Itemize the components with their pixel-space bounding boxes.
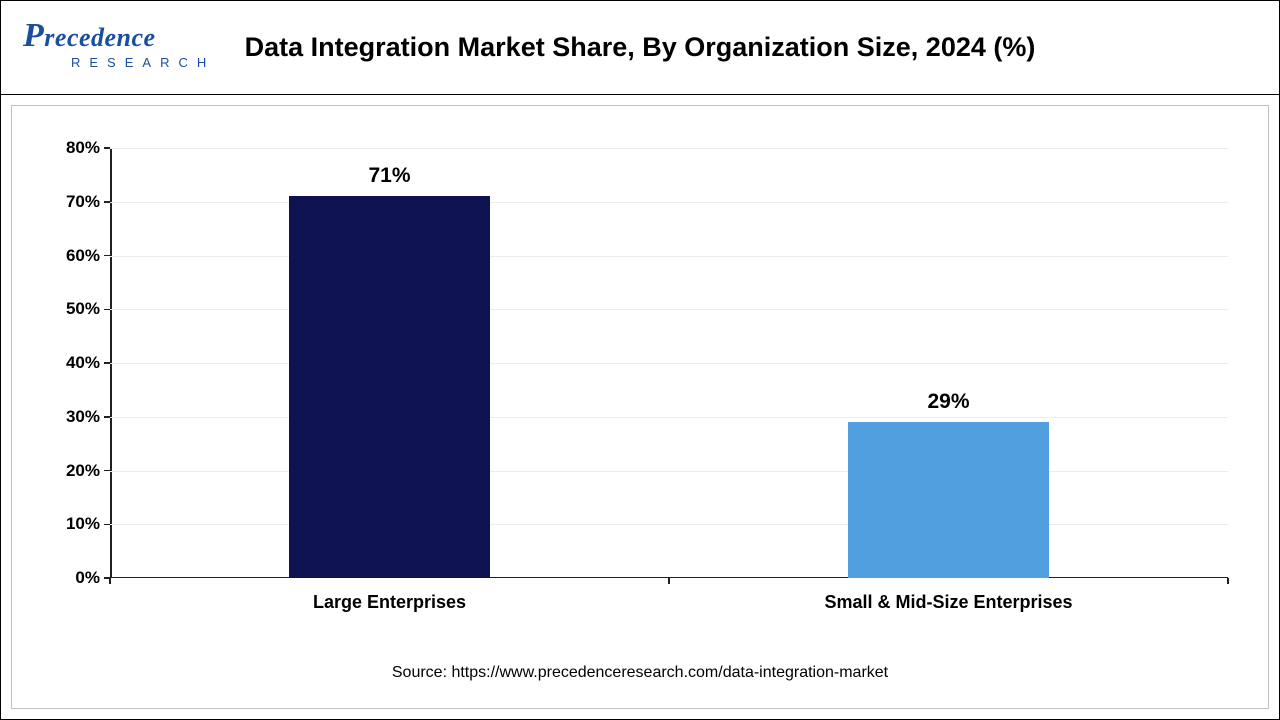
y-tick-label: 10% [66,514,100,534]
y-tick-mark [104,524,110,526]
gridline [110,363,1228,364]
y-tick-mark [104,416,110,418]
bar: 71% [289,196,490,578]
header-row: Precedence RESEARCH Data Integration Mar… [1,1,1279,95]
y-tick-mark [104,147,110,149]
chart-frame: 0% 10% 20% 30% 40% 50% 60% 70% 80% 71% Large Enter… [11,105,1269,709]
chart-title: Data Integration Market Share, By Organi… [1,32,1279,63]
y-tick-label: 70% [66,192,100,212]
x-category-label: Large Enterprises [313,592,466,613]
y-tick-mark [104,201,110,203]
y-tick-mark [104,470,110,472]
x-category-label: Small & Mid-Size Enterprises [824,592,1072,613]
y-tick-label: 30% [66,407,100,427]
source-attribution: Source: https://www.precedenceresearch.c… [12,664,1268,682]
y-tick-label: 20% [66,461,100,481]
x-tick-mark [668,578,670,584]
gridline [110,417,1228,418]
bar-value-label: 29% [927,390,969,414]
bar-value-label: 71% [368,164,410,188]
gridline [110,202,1228,203]
gridline [110,256,1228,257]
x-tick-mark [1227,578,1229,584]
y-tick-label: 60% [66,246,100,266]
y-tick-mark [104,255,110,257]
y-tick-label: 0% [75,568,100,588]
y-tick-label: 40% [66,353,100,373]
gridline [110,309,1228,310]
bar: 29% [848,422,1049,578]
gridline [110,524,1228,525]
x-tick-mark [109,578,111,584]
gridline [110,471,1228,472]
y-tick-label: 80% [66,138,100,158]
outer-frame: Precedence RESEARCH Data Integration Mar… [0,0,1280,720]
y-tick-label: 50% [66,299,100,319]
gridline [110,148,1228,149]
y-tick-mark [104,362,110,364]
y-tick-mark [104,309,110,311]
plot-area: 0%10%20%30%40%50%60%70%80%71%Large Enter… [110,148,1228,578]
